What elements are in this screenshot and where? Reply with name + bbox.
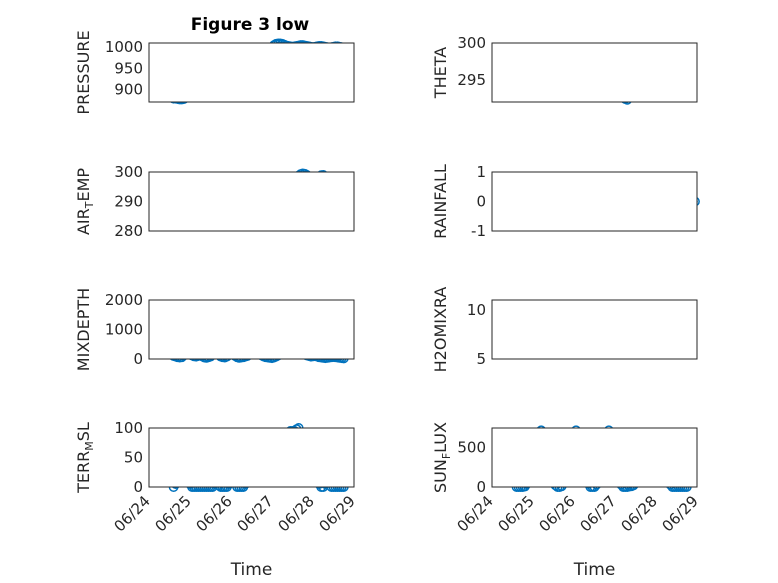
y-axis-label: AIRTEMP (74, 168, 96, 235)
subplot-theta: 295 300 THETA (431, 34, 698, 105)
y-tick-label: 0 (133, 478, 143, 496)
y-tick-label: 1000 (105, 38, 143, 56)
subplot-mixdepth: 0 1000 2000 MIXDEPTH (74, 288, 355, 371)
y-axis-label: SUNFLUX (431, 422, 453, 493)
y-tick-label: 50 (124, 449, 143, 467)
y-tick-label: 1000 (105, 321, 143, 339)
y-tick-label: 5 (476, 350, 486, 368)
y-tick-label: 0 (476, 193, 486, 211)
y-tick-label: 2000 (105, 291, 143, 309)
y-tick-label: 300 (457, 34, 486, 52)
y-tick-label: 1 (476, 163, 486, 181)
y-axis-label: THETA (431, 47, 450, 99)
y-tick-label: 0 (476, 478, 486, 496)
y-tick-label: 300 (114, 163, 143, 181)
axis-box (491, 171, 698, 232)
axis-box (148, 427, 355, 488)
axis-box (148, 42, 355, 103)
y-tick-label: 290 (114, 193, 143, 211)
y-axis-label: PRESSURE (74, 30, 93, 114)
y-axis-label: RAINFALL (431, 164, 450, 239)
axis-box (148, 299, 355, 360)
y-axis-label: H2OMIXRA (431, 287, 450, 373)
subplot-h2omixra: 5 10 H2OMIXRA (431, 287, 698, 373)
y-tick-label: 10 (467, 301, 486, 319)
y-tick-label: 950 (114, 59, 143, 77)
axis-box (491, 299, 698, 360)
y-tick-label: 900 (114, 80, 143, 98)
subplot-pressure: 900 950 1000 PRESSURE (74, 30, 355, 115)
x-axis-label: Time (573, 560, 616, 580)
y-tick-label: 0 (133, 350, 143, 368)
y-tick-label: 500 (457, 439, 486, 457)
subplot-rainfall: -1 0 1 RAINFALL (431, 163, 700, 240)
y-tick-label: 295 (457, 71, 486, 89)
x-axis-label: Time (230, 560, 273, 580)
axis-box (491, 427, 698, 488)
y-tick-label: 280 (114, 222, 143, 240)
y-axis-label: TERRMSL (74, 422, 96, 494)
y-tick-label: -1 (471, 222, 486, 240)
y-axis-label: MIXDEPTH (74, 288, 93, 371)
subplot-air-temp: 280 290 300 AIRTEMP (74, 163, 355, 240)
figure-title: Figure 3 low (191, 15, 310, 35)
axis-box (491, 42, 698, 103)
y-tick-label: 100 (114, 419, 143, 437)
axis-box (148, 171, 355, 232)
